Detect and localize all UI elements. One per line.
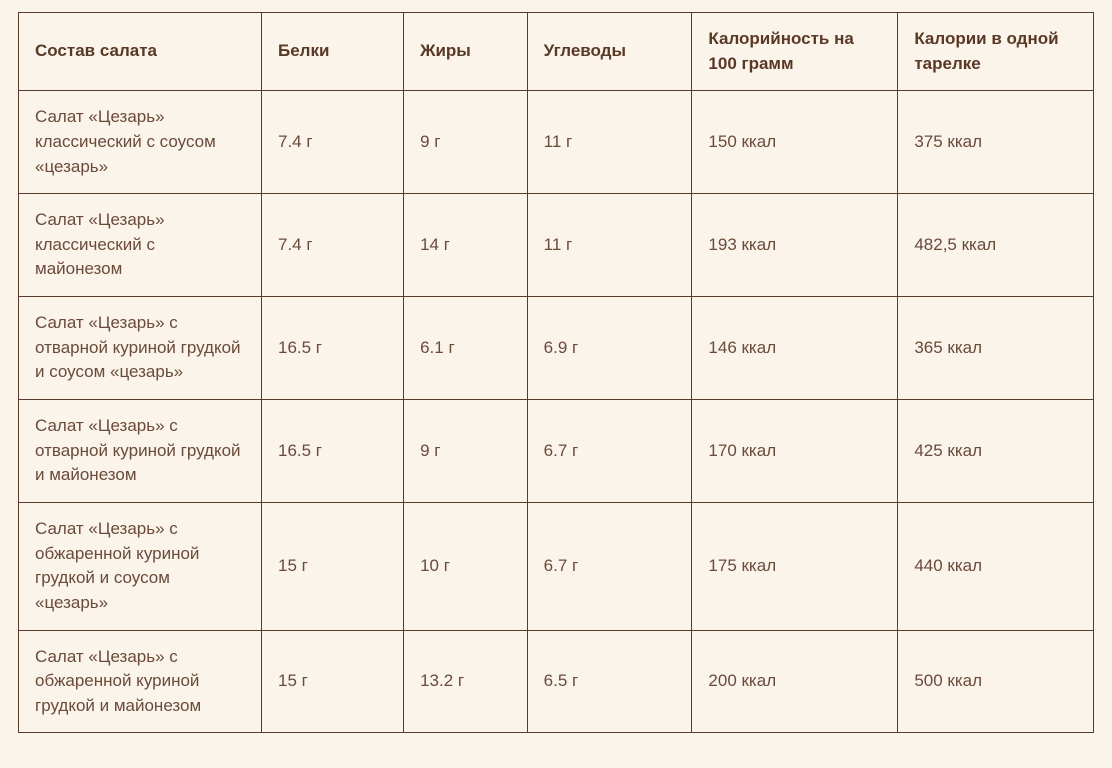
cell-kcal-per-plate: 500 ккал (898, 630, 1094, 733)
cell-kcal-per-100g: 170 ккал (692, 400, 898, 503)
cell-protein: 16.5 г (262, 400, 404, 503)
cell-kcal-per-plate: 482,5 ккал (898, 194, 1094, 297)
cell-composition: Салат «Цезарь» с отварной куриной грудко… (19, 297, 262, 400)
cell-kcal-per-100g: 146 ккал (692, 297, 898, 400)
cell-carbs: 6.9 г (527, 297, 692, 400)
cell-fat: 9 г (404, 400, 528, 503)
cell-carbs: 6.7 г (527, 400, 692, 503)
cell-kcal-per-plate: 365 ккал (898, 297, 1094, 400)
cell-composition: Салат «Цезарь» классический с майонезом (19, 194, 262, 297)
table-header-row: Состав салата Белки Жиры Углеводы Калори… (19, 13, 1094, 91)
cell-kcal-per-100g: 200 ккал (692, 630, 898, 733)
cell-carbs: 6.5 г (527, 630, 692, 733)
cell-kcal-per-plate: 375 ккал (898, 91, 1094, 194)
col-header-kcal-per-100g: Калорийность на 100 грамм (692, 13, 898, 91)
cell-fat: 10 г (404, 502, 528, 630)
table-row: Салат «Цезарь» классический с майонезом … (19, 194, 1094, 297)
cell-protein: 7.4 г (262, 91, 404, 194)
cell-composition: Салат «Цезарь» классический с соусом «це… (19, 91, 262, 194)
table-row: Салат «Цезарь» классический с соусом «це… (19, 91, 1094, 194)
cell-protein: 16.5 г (262, 297, 404, 400)
col-header-carbs: Углеводы (527, 13, 692, 91)
table-row: Салат «Цезарь» с обжаренной куриной груд… (19, 630, 1094, 733)
cell-kcal-per-100g: 175 ккал (692, 502, 898, 630)
col-header-kcal-per-plate: Калории в одной тарелке (898, 13, 1094, 91)
cell-kcal-per-plate: 425 ккал (898, 400, 1094, 503)
nutrition-table: Состав салата Белки Жиры Углеводы Калори… (18, 12, 1094, 733)
table-row: Салат «Цезарь» с обжаренной куриной груд… (19, 502, 1094, 630)
cell-protein: 15 г (262, 630, 404, 733)
cell-fat: 9 г (404, 91, 528, 194)
table-row: Салат «Цезарь» с отварной куриной грудко… (19, 297, 1094, 400)
cell-kcal-per-100g: 193 ккал (692, 194, 898, 297)
cell-protein: 15 г (262, 502, 404, 630)
cell-fat: 13.2 г (404, 630, 528, 733)
cell-composition: Салат «Цезарь» с отварной куриной грудко… (19, 400, 262, 503)
cell-composition: Салат «Цезарь» с обжаренной куриной груд… (19, 630, 262, 733)
cell-carbs: 11 г (527, 91, 692, 194)
cell-fat: 6.1 г (404, 297, 528, 400)
cell-composition: Салат «Цезарь» с обжаренной куриной груд… (19, 502, 262, 630)
cell-kcal-per-plate: 440 ккал (898, 502, 1094, 630)
cell-kcal-per-100g: 150 ккал (692, 91, 898, 194)
cell-carbs: 6.7 г (527, 502, 692, 630)
table-row: Салат «Цезарь» с отварной куриной грудко… (19, 400, 1094, 503)
cell-fat: 14 г (404, 194, 528, 297)
cell-protein: 7.4 г (262, 194, 404, 297)
col-header-fat: Жиры (404, 13, 528, 91)
col-header-composition: Состав салата (19, 13, 262, 91)
col-header-protein: Белки (262, 13, 404, 91)
cell-carbs: 11 г (527, 194, 692, 297)
